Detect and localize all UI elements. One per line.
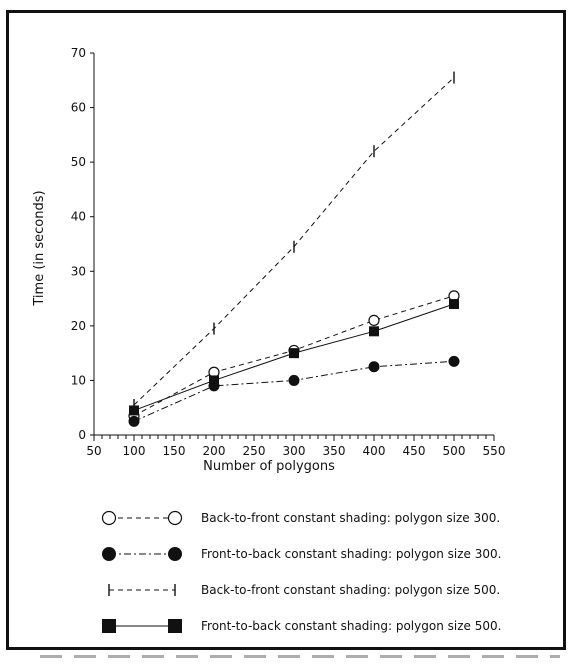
data-point bbox=[449, 299, 459, 310]
x-tick-label: 400 bbox=[363, 444, 386, 458]
x-tick-label: 350 bbox=[323, 444, 346, 458]
line-chart: 0 10 20 30 40 50 60 70 50 100 150 200 250 300 350 400 45… bbox=[32, 46, 506, 633]
data-point bbox=[368, 314, 380, 326]
legend-marker bbox=[168, 547, 182, 561]
legend-marker bbox=[102, 619, 116, 633]
y-tick-label: 20 bbox=[71, 319, 86, 333]
x-tick-label: 50 bbox=[86, 444, 101, 458]
legend-label: Back-to-front constant shading: polygon … bbox=[201, 583, 500, 597]
x-tick-label: 300 bbox=[283, 444, 306, 458]
x-axis-title: Number of polygons bbox=[203, 459, 335, 474]
legend-item-4: Front-to-back constant shading: polygon … bbox=[102, 619, 501, 633]
chart-series-layer bbox=[128, 71, 460, 427]
x-tick-label: 150 bbox=[163, 444, 186, 458]
chart-legend: Back-to-front constant shading: polygon … bbox=[101, 510, 501, 633]
legend-marker bbox=[102, 547, 116, 561]
scan-artifact bbox=[40, 655, 560, 658]
data-point bbox=[128, 415, 140, 427]
legend-item-1: Back-to-front constant shading: polygon … bbox=[101, 510, 500, 526]
y-tick-label: 0 bbox=[78, 428, 86, 442]
data-point bbox=[448, 355, 460, 367]
y-axis-title: Time (in seconds) bbox=[32, 190, 47, 306]
legend-label: Back-to-front constant shading: polygon … bbox=[201, 511, 500, 525]
data-point bbox=[129, 405, 139, 416]
data-point bbox=[209, 375, 219, 386]
legend-marker bbox=[101, 510, 117, 526]
y-tick-label: 40 bbox=[71, 210, 86, 224]
legend-marker bbox=[168, 619, 182, 633]
legend-label: Front-to-back constant shading: polygon … bbox=[201, 619, 501, 633]
y-tick-label: 60 bbox=[71, 101, 86, 115]
y-tick-label: 10 bbox=[71, 373, 86, 387]
y-tick-label: 50 bbox=[71, 155, 86, 169]
chart-figure: 0 10 20 30 40 50 60 70 50 100 150 200 250 300 350 400 45… bbox=[6, 10, 566, 650]
data-point bbox=[288, 374, 300, 386]
x-tick-label: 450 bbox=[403, 444, 426, 458]
legend-item-2: Front-to-back constant shading: polygon … bbox=[102, 547, 501, 561]
series-2 bbox=[128, 355, 460, 427]
legend-item-3: Back-to-front constant shading: polygon … bbox=[108, 583, 500, 597]
x-tick-label: 500 bbox=[443, 444, 466, 458]
series-line bbox=[133, 360, 455, 422]
data-point bbox=[368, 361, 380, 373]
x-tick-label: 250 bbox=[243, 444, 266, 458]
x-tick-label: 200 bbox=[203, 444, 226, 458]
data-point bbox=[289, 348, 299, 359]
x-tick-label: 100 bbox=[123, 444, 146, 458]
series-3 bbox=[133, 71, 455, 411]
data-point bbox=[369, 326, 379, 337]
y-tick-label: 30 bbox=[71, 264, 86, 278]
chart-ticks: 0 10 20 30 40 50 60 70 50 100 150 200 250 300 350 400 45… bbox=[71, 46, 506, 458]
legend-marker bbox=[167, 510, 183, 526]
x-tick-label: 550 bbox=[483, 444, 506, 458]
y-tick-label: 70 bbox=[71, 46, 86, 60]
series-4 bbox=[129, 299, 459, 416]
legend-label: Front-to-back constant shading: polygon … bbox=[201, 547, 501, 561]
